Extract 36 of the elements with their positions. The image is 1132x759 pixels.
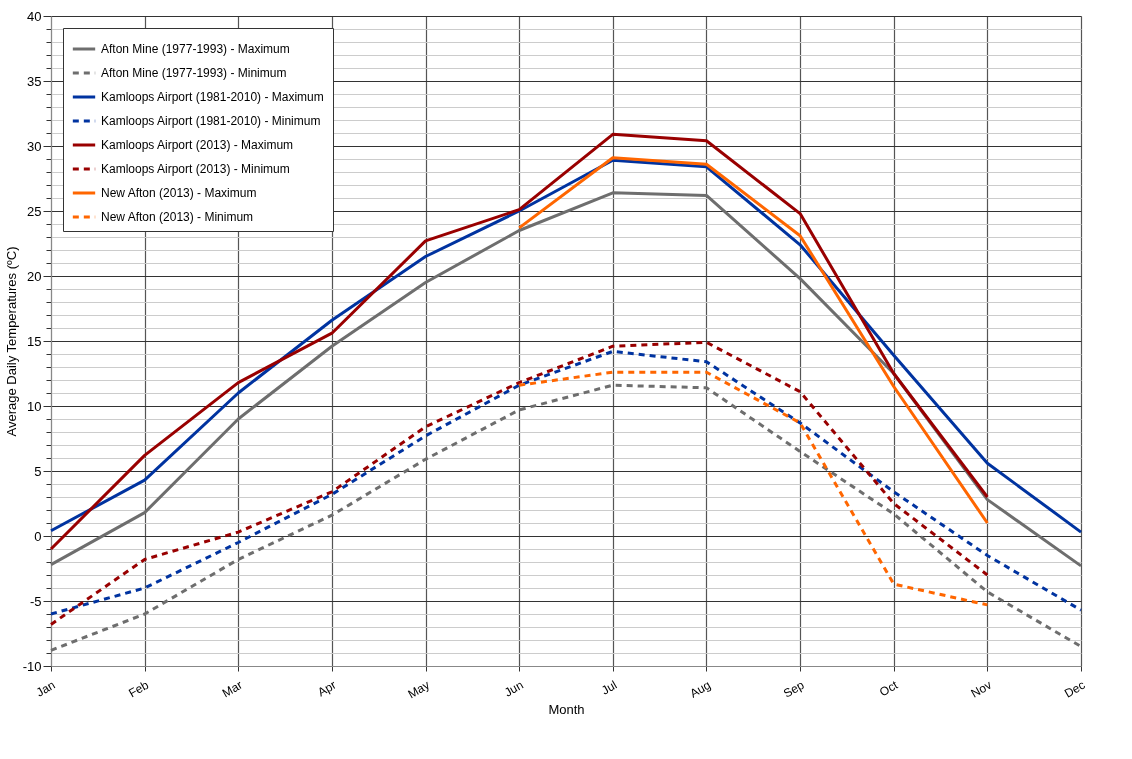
legend-label: Kamloops Airport (2013) - Minimum (101, 162, 290, 176)
y-tick-label: 0 (34, 528, 42, 544)
y-tick-label: 25 (27, 203, 42, 219)
x-tick-label: Sep (781, 677, 807, 701)
x-tick-label: Mar (219, 677, 245, 701)
y-tick-label: 5 (34, 463, 42, 479)
x-tick-label: Jun (501, 677, 526, 700)
line-series (517, 156, 989, 525)
legend-label: New Afton (2013) - Minimum (101, 210, 254, 224)
y-tick-label: -10 (22, 658, 42, 674)
legend-label: Kamloops Airport (2013) - Maximum (101, 138, 294, 152)
x-tick-label: Feb (126, 677, 152, 701)
y-tick-label: 35 (27, 73, 42, 89)
y-tick-label: 20 (27, 268, 42, 284)
x-tick-label: Apr (315, 677, 339, 700)
x-tick-label: Oct (877, 677, 901, 700)
y-tick-label: 15 (27, 333, 42, 349)
y-tick-label: 40 (27, 8, 42, 24)
y-tick-label: -5 (29, 593, 42, 609)
x-tick-label: Jul (599, 677, 620, 698)
x-tick-label: Jan (33, 677, 58, 700)
x-tick-label: Aug (687, 677, 713, 701)
legend-label: Afton Mine (1977-1993) - Minimum (101, 66, 287, 80)
legend-label: New Afton (2013) - Maximum (101, 186, 257, 200)
y-tick-label: 10 (27, 398, 42, 414)
line-series (517, 370, 989, 607)
x-axis-title: Month (548, 702, 585, 718)
y-tick-label: 30 (27, 138, 42, 154)
legend-label: Afton Mine (1977-1993) - Maximum (101, 42, 290, 56)
y-axis-title: Average Daily Temperatures (ºC) (3, 246, 19, 437)
x-tick-label: May (405, 677, 433, 702)
x-tick-label: Dec (1062, 677, 1088, 701)
x-tick-label: Nov (968, 677, 994, 701)
legend-label: Kamloops Airport (1981-2010) - Minimum (101, 114, 321, 128)
legend-label: Kamloops Airport (1981-2010) - Maximum (101, 90, 324, 104)
line-series (49, 132, 989, 551)
